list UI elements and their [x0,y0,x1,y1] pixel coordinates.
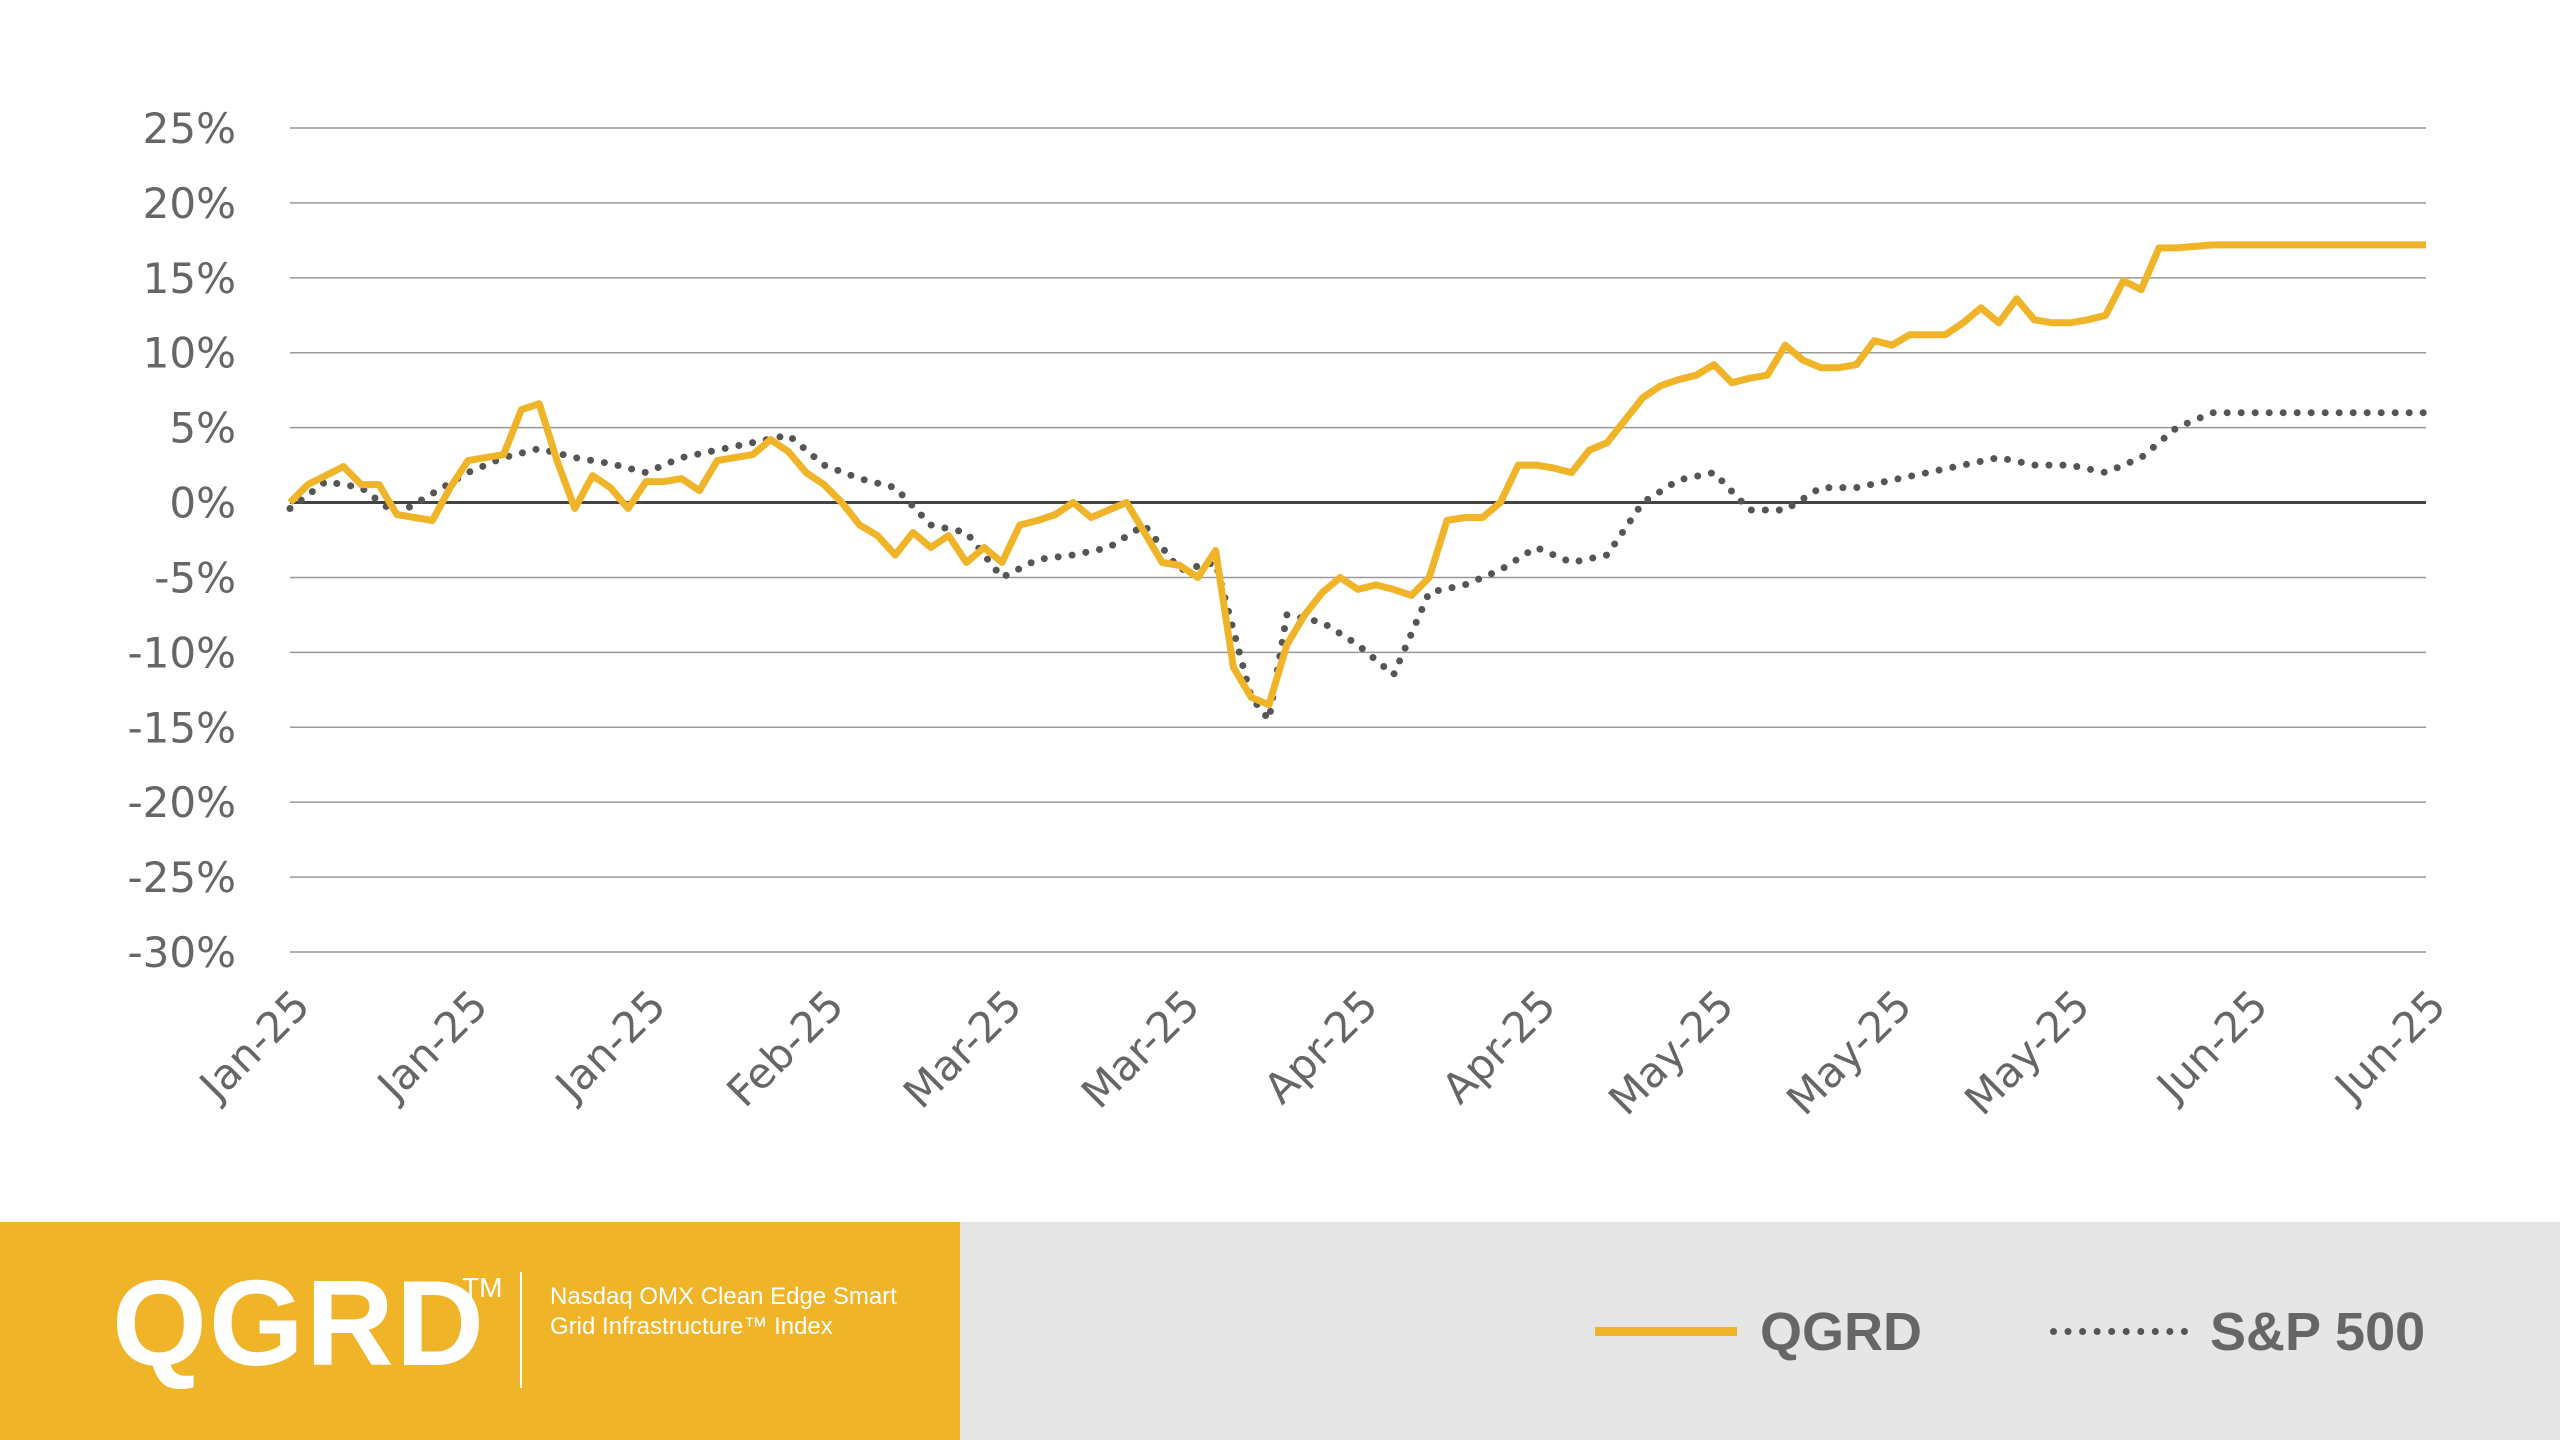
x-axis-ticks: Jan-25 Jan-25 Jan-25 Feb-25 Mar-25 Mar-25 Apr-… [188,980,2455,1124]
x-tick-label: Mar-25 [894,980,1031,1117]
y-tick-label: -15% [127,703,236,752]
line-chart: 25%20%15%10%5%0%-5%-10%-15%-20%-25%-30% … [127,104,2455,1124]
x-tick-label: Jan-25 [544,980,675,1111]
y-tick-label: 10% [143,329,236,378]
legend-swatch-dotted [2050,1328,2188,1335]
x-tick-label: Apr-25 [1254,980,1387,1113]
y-tick-label: -30% [127,928,236,977]
x-tick-label: Mar-25 [1072,980,1209,1117]
y-tick-label: 25% [143,104,236,153]
x-tick-label: Jun-25 [2323,980,2455,1112]
x-tick-label: Jan-25 [366,980,497,1111]
legend-swatch-solid [1595,1327,1737,1336]
y-tick-label: -10% [127,628,236,677]
x-tick-label: May-25 [1777,980,1921,1124]
legend-label-sp500: S&P 500 [2210,1302,2426,1362]
brand-divider [520,1272,522,1388]
gridlines [290,127,2426,953]
x-tick-label: Apr-25 [1432,980,1565,1113]
trademark-mark: TM [462,1272,503,1303]
y-axis-ticks: 25% 20% 15% 10% 5% 0% -5% -10% -15% -20% -25% -30% [127,104,236,977]
legend-panel: QGRD S&P 500 [960,1222,2560,1440]
y-tick-label: -5% [154,553,236,602]
x-tick-label: Feb-25 [717,980,853,1116]
y-tick-label: 15% [143,254,236,303]
legend-label-qgrd: QGRD [1760,1302,1922,1362]
y-tick-label: 5% [169,404,236,453]
x-tick-label: Jan-25 [188,980,319,1111]
y-tick-label: 0% [169,479,236,528]
y-tick-label: -20% [127,778,236,827]
index-description: Nasdaq OMX Clean Edge Smart Grid Infrast… [550,1283,897,1340]
series-lines [286,241,2430,729]
x-tick-label: May-25 [1955,980,2099,1124]
brand-panel: QGRD TM Nasdaq OMX Clean Edge Smart Grid… [0,1222,960,1440]
x-tick-label: May-25 [1599,980,1743,1124]
brand-logo: QGRD [112,1255,486,1391]
series-line-qgrd [287,241,2426,709]
y-tick-label: -25% [127,853,236,902]
series-line-sp500 [286,409,2430,729]
x-tick-label: Jun-25 [2145,980,2277,1112]
footer: QGRD TM Nasdaq OMX Clean Edge Smart Grid… [0,1222,2560,1440]
y-tick-label: 20% [143,179,236,228]
